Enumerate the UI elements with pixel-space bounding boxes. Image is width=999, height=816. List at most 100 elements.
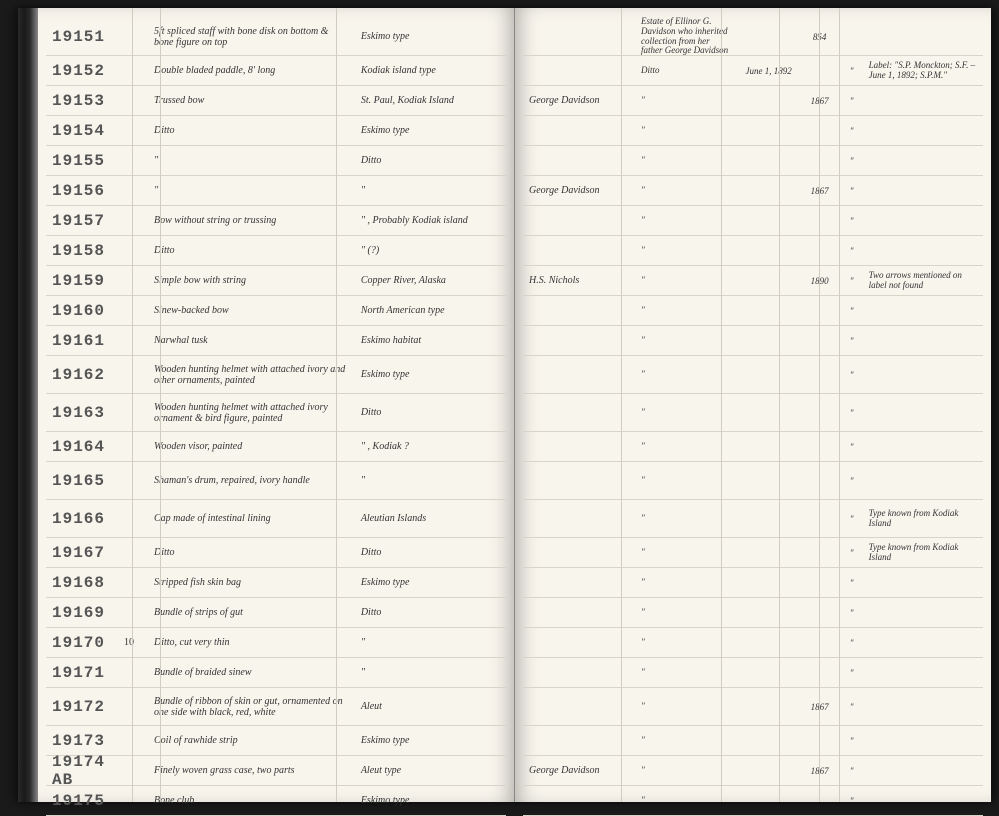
description-cell: 5ft spliced staff with bone disk on bott… [148, 26, 355, 48]
locality-cell: Aleut [355, 701, 506, 712]
ledger-row: "" [523, 356, 983, 394]
catalog-number: 19156 [46, 182, 124, 200]
ledger-row: 19172Bundle of ribbon of skin or gut, or… [46, 688, 506, 726]
ledger-row: "" [523, 786, 983, 816]
mark-cell: " [841, 548, 863, 558]
locality-cell: " , Kodiak ? [355, 441, 506, 452]
mark-cell: " [841, 96, 863, 106]
ledger-row: 19164Wooden visor, painted" , Kodiak ? [46, 432, 506, 462]
description-cell: Stripped fish skin bag [148, 577, 355, 588]
locality-cell: Ditto [355, 607, 506, 618]
description-cell: Cap made of intestinal lining [148, 513, 355, 524]
mark-cell: " [841, 408, 863, 418]
ledger-row: 19159 Simple bow with stringCopper River,… [46, 266, 506, 296]
description-cell: Sinew-backed bow [148, 305, 355, 316]
description-cell: Ditto, cut very thin [148, 637, 355, 648]
ledger-row: 19168Stripped fish skin bagEskimo type [46, 568, 506, 598]
ledger-row: 1917010Ditto, cut very thin" [46, 628, 506, 658]
source-cell: " [635, 408, 739, 418]
mark-cell: " [841, 608, 863, 618]
description-cell: Shaman's drum, repaired, ivory handle [148, 475, 355, 486]
locality-cell: " , Probably Kodiak island [355, 215, 506, 226]
column-rule [779, 8, 780, 802]
source-cell: " [635, 246, 739, 256]
ledger-book: 191515ft spliced staff with bone disk on… [18, 8, 991, 802]
catalog-number: 19155 [46, 152, 124, 170]
column-rule [336, 8, 337, 802]
description-cell: Bone club [148, 795, 355, 806]
collector-cell: George Davidson [523, 765, 635, 776]
mark-cell: " [841, 578, 863, 588]
catalog-number: 19153 [46, 92, 124, 110]
locality-cell: " [355, 185, 506, 196]
catalog-number: 19154 [46, 122, 124, 140]
mark-cell: " [841, 156, 863, 166]
description-cell: Coil of rawhide strip [148, 735, 355, 746]
description-cell: Bundle of braided sinew [148, 667, 355, 678]
locality-cell: St. Paul, Kodiak Island [355, 95, 506, 106]
catalog-number: 19158 [46, 242, 124, 260]
ledger-row: 19156 "" [46, 176, 506, 206]
description-cell: Trussed bow [148, 95, 355, 106]
source-cell: " [635, 796, 739, 806]
catalog-number: 19175 [46, 792, 124, 810]
locality-cell: Eskimo type [355, 369, 506, 380]
ledger-row: 19160Sinew-backed bowNorth American type [46, 296, 506, 326]
source-cell: " [635, 126, 739, 136]
mark-cell: " [841, 442, 863, 452]
catalog-number: 19163 [46, 404, 124, 422]
catalog-number: 19167 [46, 544, 124, 562]
mark-cell: " [841, 336, 863, 346]
source-cell: " [635, 514, 739, 524]
locality-cell: Copper River, Alaska [355, 275, 506, 286]
description-cell: Wooden visor, painted [148, 441, 355, 452]
source-cell: " [635, 578, 739, 588]
ledger-row: 19173Coil of rawhide stripEskimo type [46, 726, 506, 756]
locality-cell: North American type [355, 305, 506, 316]
catalog-number: 19152 [46, 62, 124, 80]
ledger-row: Estate of Ellinor G. Davidson who inheri… [523, 18, 983, 56]
description-cell: Narwhal tusk [148, 335, 355, 346]
column-rule [132, 8, 133, 802]
description-cell: Ditto [148, 245, 355, 256]
source-cell: " [635, 96, 739, 106]
catalog-number: 19161 [46, 332, 124, 350]
mark-cell: " [841, 796, 863, 806]
mark-cell: " [841, 276, 863, 286]
source-cell: " [635, 766, 739, 776]
mark-cell: " [841, 514, 863, 524]
source-cell: " [635, 668, 739, 678]
mark-cell: " [841, 702, 863, 712]
locality-cell: " [355, 475, 506, 486]
description-cell: Wooden hunting helmet with attached ivor… [148, 364, 355, 386]
description-cell: " [148, 185, 355, 196]
locality-cell: Ditto [355, 407, 506, 418]
source-cell: " [635, 276, 739, 286]
description-cell: " [148, 155, 355, 166]
description-cell: Bow without string or trussing [148, 215, 355, 226]
source-cell: " [635, 638, 739, 648]
description-cell: Ditto [148, 125, 355, 136]
mark-cell: " [841, 736, 863, 746]
mark-cell: " [841, 476, 863, 486]
locality-cell: Eskimo type [355, 735, 506, 746]
locality-cell: Eskimo type [355, 31, 506, 42]
source-cell: " [635, 216, 739, 226]
ledger-row: 19163Wooden hunting helmet with attached… [46, 394, 506, 432]
catalog-number: 19157 [46, 212, 124, 230]
mark-cell: " [841, 216, 863, 226]
ledger-row: 19175Bone clubEskimo type [46, 786, 506, 816]
ledger-row: 19165Shaman's drum, repaired, ivory hand… [46, 462, 506, 500]
ledger-row: "1867" [523, 688, 983, 726]
catalog-number: 19159 [46, 272, 124, 290]
ledger-row: ""Type known from Kodiak Island [523, 500, 983, 538]
mark-cell: " [841, 306, 863, 316]
ledger-row: 19154DittoEskimo type [46, 116, 506, 146]
locality-cell: Ditto [355, 547, 506, 558]
description-cell: Bundle of ribbon of skin or gut, ornamen… [148, 696, 355, 718]
description-cell: Simple bow with string [148, 275, 355, 286]
ledger-row: 19167DittoDitto [46, 538, 506, 568]
source-cell: " [635, 476, 739, 486]
source-cell: " [635, 608, 739, 618]
notes-cell: Type known from Kodiak Island [863, 509, 983, 529]
